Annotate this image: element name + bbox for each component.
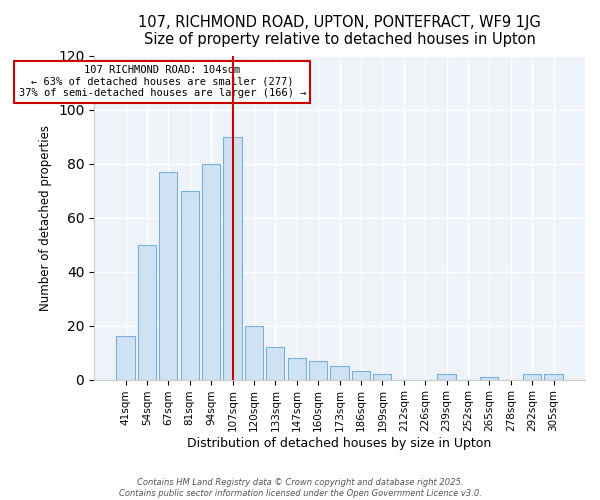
Bar bbox=[116, 336, 134, 380]
Y-axis label: Number of detached properties: Number of detached properties bbox=[40, 124, 52, 310]
Bar bbox=[480, 377, 499, 380]
Bar bbox=[309, 360, 327, 380]
Text: 107 RICHMOND ROAD: 104sqm
← 63% of detached houses are smaller (277)
37% of semi: 107 RICHMOND ROAD: 104sqm ← 63% of detac… bbox=[19, 65, 306, 98]
Bar bbox=[245, 326, 263, 380]
Bar bbox=[202, 164, 220, 380]
Bar bbox=[266, 347, 284, 380]
Bar bbox=[352, 372, 370, 380]
X-axis label: Distribution of detached houses by size in Upton: Distribution of detached houses by size … bbox=[187, 437, 491, 450]
Bar bbox=[159, 172, 178, 380]
Text: Contains HM Land Registry data © Crown copyright and database right 2025.
Contai: Contains HM Land Registry data © Crown c… bbox=[119, 478, 481, 498]
Title: 107, RICHMOND ROAD, UPTON, PONTEFRACT, WF9 1JG
Size of property relative to deta: 107, RICHMOND ROAD, UPTON, PONTEFRACT, W… bbox=[138, 15, 541, 48]
Bar bbox=[523, 374, 541, 380]
Bar bbox=[181, 190, 199, 380]
Bar bbox=[287, 358, 306, 380]
Bar bbox=[437, 374, 455, 380]
Bar bbox=[331, 366, 349, 380]
Bar bbox=[138, 244, 156, 380]
Bar bbox=[223, 136, 242, 380]
Bar bbox=[373, 374, 391, 380]
Bar bbox=[544, 374, 563, 380]
